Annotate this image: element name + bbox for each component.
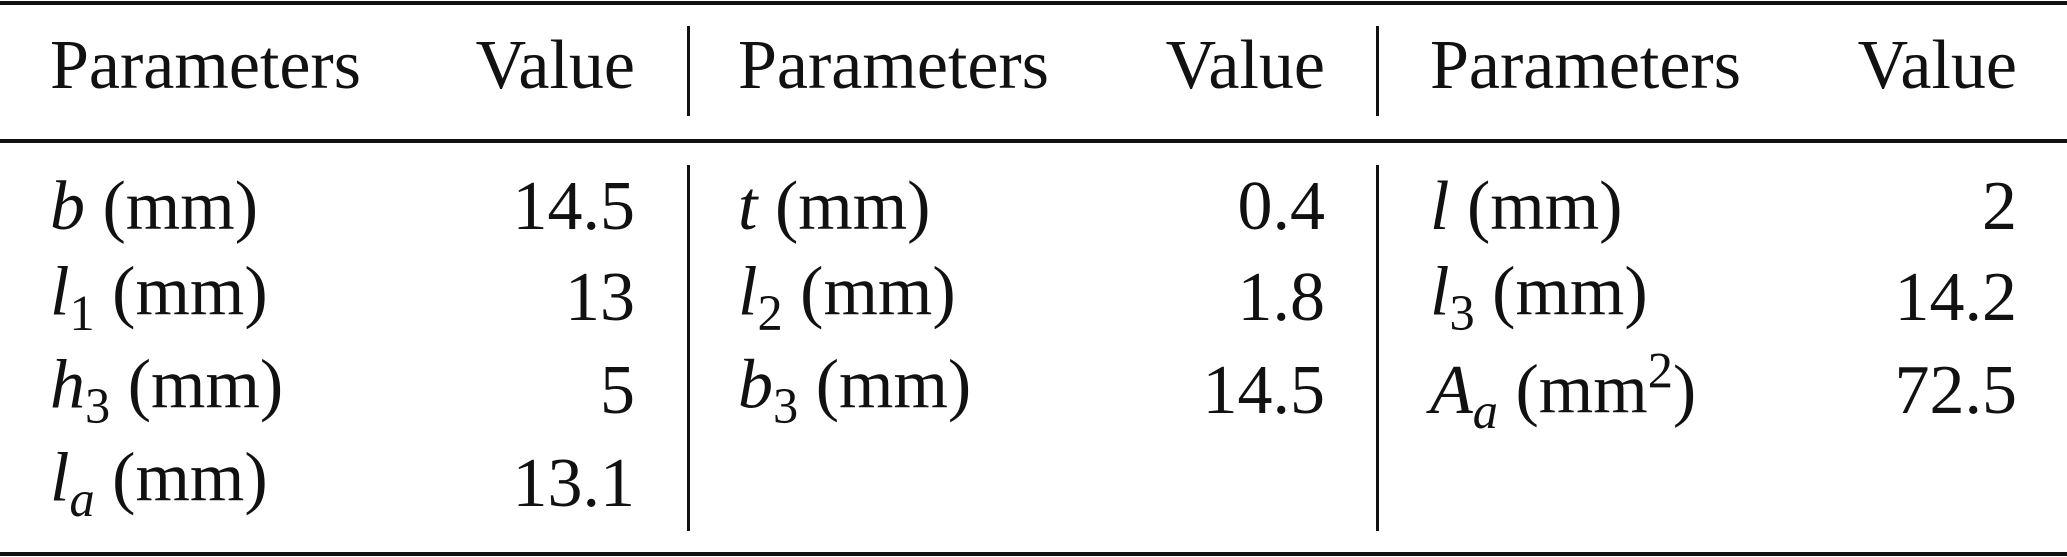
column-separator	[1376, 165, 1379, 531]
parameter-part: a	[1472, 382, 1498, 439]
value-cell: 1.8	[1237, 259, 1326, 336]
header-cell: Value	[1857, 27, 2017, 104]
parameter-part: (mm)	[112, 439, 268, 517]
value-cell: 14.5	[1202, 352, 1326, 429]
parameter-part: (mm	[1515, 351, 1648, 429]
parameter-part: (mm)	[1492, 253, 1648, 331]
header-cell: Value	[1165, 27, 1325, 104]
parameter-part: 3	[1449, 284, 1475, 341]
parameter-part: h	[50, 346, 85, 424]
parameter-part: l	[1430, 253, 1450, 331]
column-separator	[1376, 26, 1379, 116]
parameter-part: b	[50, 168, 85, 245]
bottom-rule	[0, 552, 2067, 556]
header-cell: Parameters	[50, 27, 361, 104]
column-separator	[687, 26, 690, 116]
parameter-part: (mm)	[127, 346, 284, 424]
parameter-cell: l (mm)	[1430, 172, 1622, 242]
parameter-cell: l3 (mm)	[1430, 257, 1648, 341]
header-cell: Value	[475, 27, 635, 104]
top-rule	[0, 1, 2067, 5]
header-rule	[0, 139, 2067, 143]
parameter-part: (mm)	[774, 168, 931, 245]
value-cell: 2	[1982, 168, 2017, 245]
parameter-cell: Aa (mm2)	[1430, 342, 1697, 439]
parameter-cell: la (mm)	[50, 443, 268, 527]
parameter-cell: h3 (mm)	[50, 350, 283, 434]
parameter-part: 1	[69, 284, 95, 341]
parameter-part: t	[738, 168, 758, 245]
parameter-part: b	[738, 346, 773, 424]
parameter-part: (mm)	[1466, 168, 1623, 245]
parameter-part: l	[50, 253, 70, 331]
header-cell: Parameters	[1430, 27, 1741, 104]
value-cell: 5	[600, 352, 635, 429]
parameter-part: l	[50, 439, 70, 517]
value-cell: 13.1	[512, 445, 636, 522]
value-cell: 14.5	[512, 168, 636, 245]
header-cell: Parameters	[738, 27, 1049, 104]
parameter-cell: b (mm)	[50, 172, 258, 242]
parameter-part: (mm)	[815, 346, 972, 424]
parameter-part: (mm)	[800, 253, 956, 331]
parameter-part: 3	[85, 377, 111, 434]
parameter-cell: b3 (mm)	[738, 350, 971, 434]
column-separator	[687, 165, 690, 531]
parameter-part: l	[738, 253, 758, 331]
value-cell: 72.5	[1894, 352, 2018, 429]
value-cell: 14.2	[1894, 259, 2018, 336]
parameter-part: 2	[757, 284, 783, 341]
parameter-part: 3	[773, 377, 799, 434]
parameter-part: A	[1430, 351, 1473, 429]
parameter-part: )	[1672, 351, 1697, 429]
parameter-cell: t (mm)	[738, 172, 930, 242]
value-cell: 0.4	[1237, 168, 1326, 245]
parameter-part: a	[69, 470, 95, 527]
parameter-part: 2	[1647, 342, 1673, 399]
parameter-part: (mm)	[112, 253, 268, 331]
value-cell: 13	[565, 259, 635, 336]
parameter-part: (mm)	[102, 168, 259, 245]
parameter-cell: l1 (mm)	[50, 257, 268, 341]
parameter-cell: l2 (mm)	[738, 257, 956, 341]
parameter-part: l	[1430, 168, 1450, 245]
